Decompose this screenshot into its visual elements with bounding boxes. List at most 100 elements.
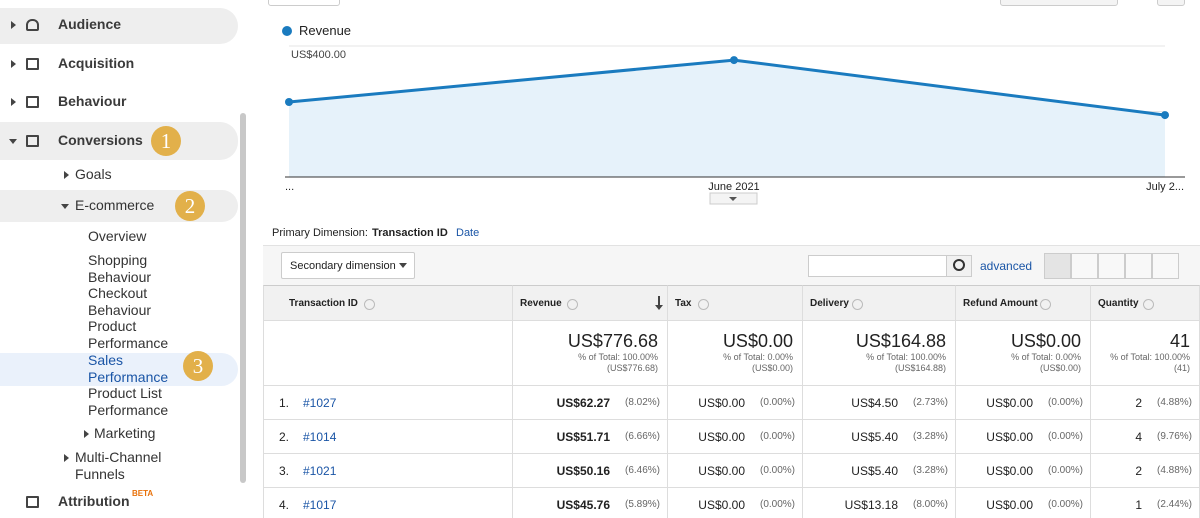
transaction-link[interactable]: #1014 (303, 430, 337, 444)
total-share: % of Total: 0.00% (1011, 352, 1081, 362)
toolbar-button[interactable] (1157, 0, 1185, 6)
table-cell (513, 386, 668, 420)
column-header-label[interactable]: Quantity (1098, 298, 1139, 309)
nav-item[interactable]: Product Performance (88, 318, 169, 351)
nav-item[interactable]: Behaviour (58, 93, 127, 109)
nav-item[interactable]: Goals (75, 166, 112, 182)
expand-arrow (84, 430, 89, 438)
cell-share: (3.28%) (912, 431, 948, 442)
x-tick-label: June 2021 (708, 181, 759, 193)
nav-icon (26, 19, 39, 31)
nav-item[interactable]: Multi-Channel Funnels (75, 449, 162, 482)
table-cell (513, 488, 668, 518)
nav-item[interactable]: Acquisition (58, 55, 135, 71)
view-toggle[interactable] (1098, 253, 1125, 279)
nav-item[interactable]: Marketing (94, 425, 156, 441)
cell-share: (0.00%) (1047, 465, 1083, 476)
cell-value: US$0.00 (986, 430, 1033, 444)
total-share: % of Total: 0.00% (723, 352, 793, 362)
nav-item[interactable]: Audience (58, 16, 122, 32)
secondary-dimension[interactable]: Secondary dimension (281, 252, 415, 279)
cell-share: (0.00%) (1047, 397, 1083, 408)
column-header-label[interactable]: Revenue (520, 298, 562, 309)
cell-value: US$0.00 (698, 498, 745, 512)
cell-value: US$0.00 (986, 464, 1033, 478)
help-icon (852, 299, 863, 310)
nav-item[interactable]: Attribution (58, 493, 130, 509)
beta-tag: BETA (132, 489, 154, 498)
dropdown-arrow (399, 263, 407, 268)
data-point (730, 56, 738, 65)
nav-item[interactable]: Shopping Behaviour (88, 252, 152, 285)
cell-value: US$0.00 (986, 396, 1033, 410)
cell-share: (8.00%) (912, 499, 948, 510)
table-cell (803, 420, 956, 454)
totals-cell (263, 321, 513, 386)
expand-arrow (11, 21, 16, 29)
help-icon (364, 299, 375, 310)
row-index: 3. (279, 464, 290, 478)
nav-item[interactable]: Checkout Behaviour (88, 285, 152, 318)
cell-value: US$45.76 (556, 498, 610, 512)
transaction-link[interactable]: #1017 (303, 498, 337, 512)
expand-arrow (11, 98, 16, 106)
view-toggle[interactable] (1125, 253, 1152, 279)
search-icon (953, 259, 965, 271)
table-cell (668, 386, 803, 420)
cell-share: (6.46%) (624, 465, 660, 476)
column-header-label[interactable]: Tax (675, 298, 692, 309)
view-toggle[interactable] (1071, 253, 1098, 279)
nav-item[interactable]: Sales Performance (88, 352, 169, 385)
toolbar-button[interactable] (1000, 0, 1118, 6)
expand-arrow (9, 139, 17, 144)
total-absolute: (US$776.68) (606, 363, 658, 373)
total-value: US$164.88 (855, 331, 946, 351)
dimension-option[interactable]: Date (456, 227, 480, 239)
column-header-label[interactable]: Delivery (810, 298, 849, 309)
table-cell (263, 420, 513, 454)
column-header (956, 285, 1091, 321)
expand-arrow (64, 171, 69, 179)
expand-arrow (61, 204, 69, 209)
dimension-active[interactable]: Transaction ID (372, 227, 448, 239)
column-header-label[interactable]: Refund Amount (963, 298, 1038, 309)
totals-cell (513, 321, 668, 386)
cell-share: (8.02%) (624, 397, 660, 408)
row-index: 1. (279, 396, 290, 410)
total-value: US$0.00 (1010, 331, 1081, 351)
cell-value: 2 (1135, 464, 1142, 478)
total-absolute: (41) (1173, 363, 1190, 373)
nav-item[interactable]: E-commerce (75, 197, 155, 213)
search-input[interactable] (808, 255, 947, 277)
cell-share: (2.73%) (912, 397, 948, 408)
step-badge: 3 (183, 351, 213, 381)
transaction-link[interactable]: #1027 (303, 396, 337, 410)
nav-item[interactable]: Conversions (58, 132, 143, 148)
nav-icon (26, 496, 39, 508)
help-icon (567, 299, 578, 310)
cell-share: (6.66%) (624, 431, 660, 442)
cell-value: US$13.18 (844, 498, 898, 512)
expand-arrow (11, 60, 16, 68)
nav-highlight (0, 8, 238, 44)
total-share: % of Total: 100.00% (578, 352, 658, 362)
view-toggle[interactable] (1152, 253, 1179, 279)
advanced-link[interactable]: advanced (980, 259, 1033, 273)
transaction-link[interactable]: #1021 (303, 464, 337, 478)
cell-value: US$5.40 (851, 430, 898, 444)
sort-arrow-head (655, 305, 663, 310)
cell-share: (2.44%) (1156, 499, 1192, 510)
nav-item[interactable]: Product List Performance (88, 385, 169, 418)
total-absolute: (US$164.88) (894, 363, 946, 373)
cell-share: (0.00%) (1047, 431, 1083, 442)
column-header-label[interactable]: Transaction ID (289, 298, 358, 309)
totals-cell (668, 321, 803, 386)
total-value: 41 (1169, 331, 1190, 351)
cell-value: US$4.50 (851, 396, 898, 410)
x-tick-label: July 2... (1146, 181, 1184, 193)
nav-item[interactable]: Overview (88, 228, 147, 244)
nav-icon (26, 96, 39, 108)
view-toggle[interactable] (1044, 253, 1071, 279)
toolbar-button[interactable] (268, 0, 340, 6)
